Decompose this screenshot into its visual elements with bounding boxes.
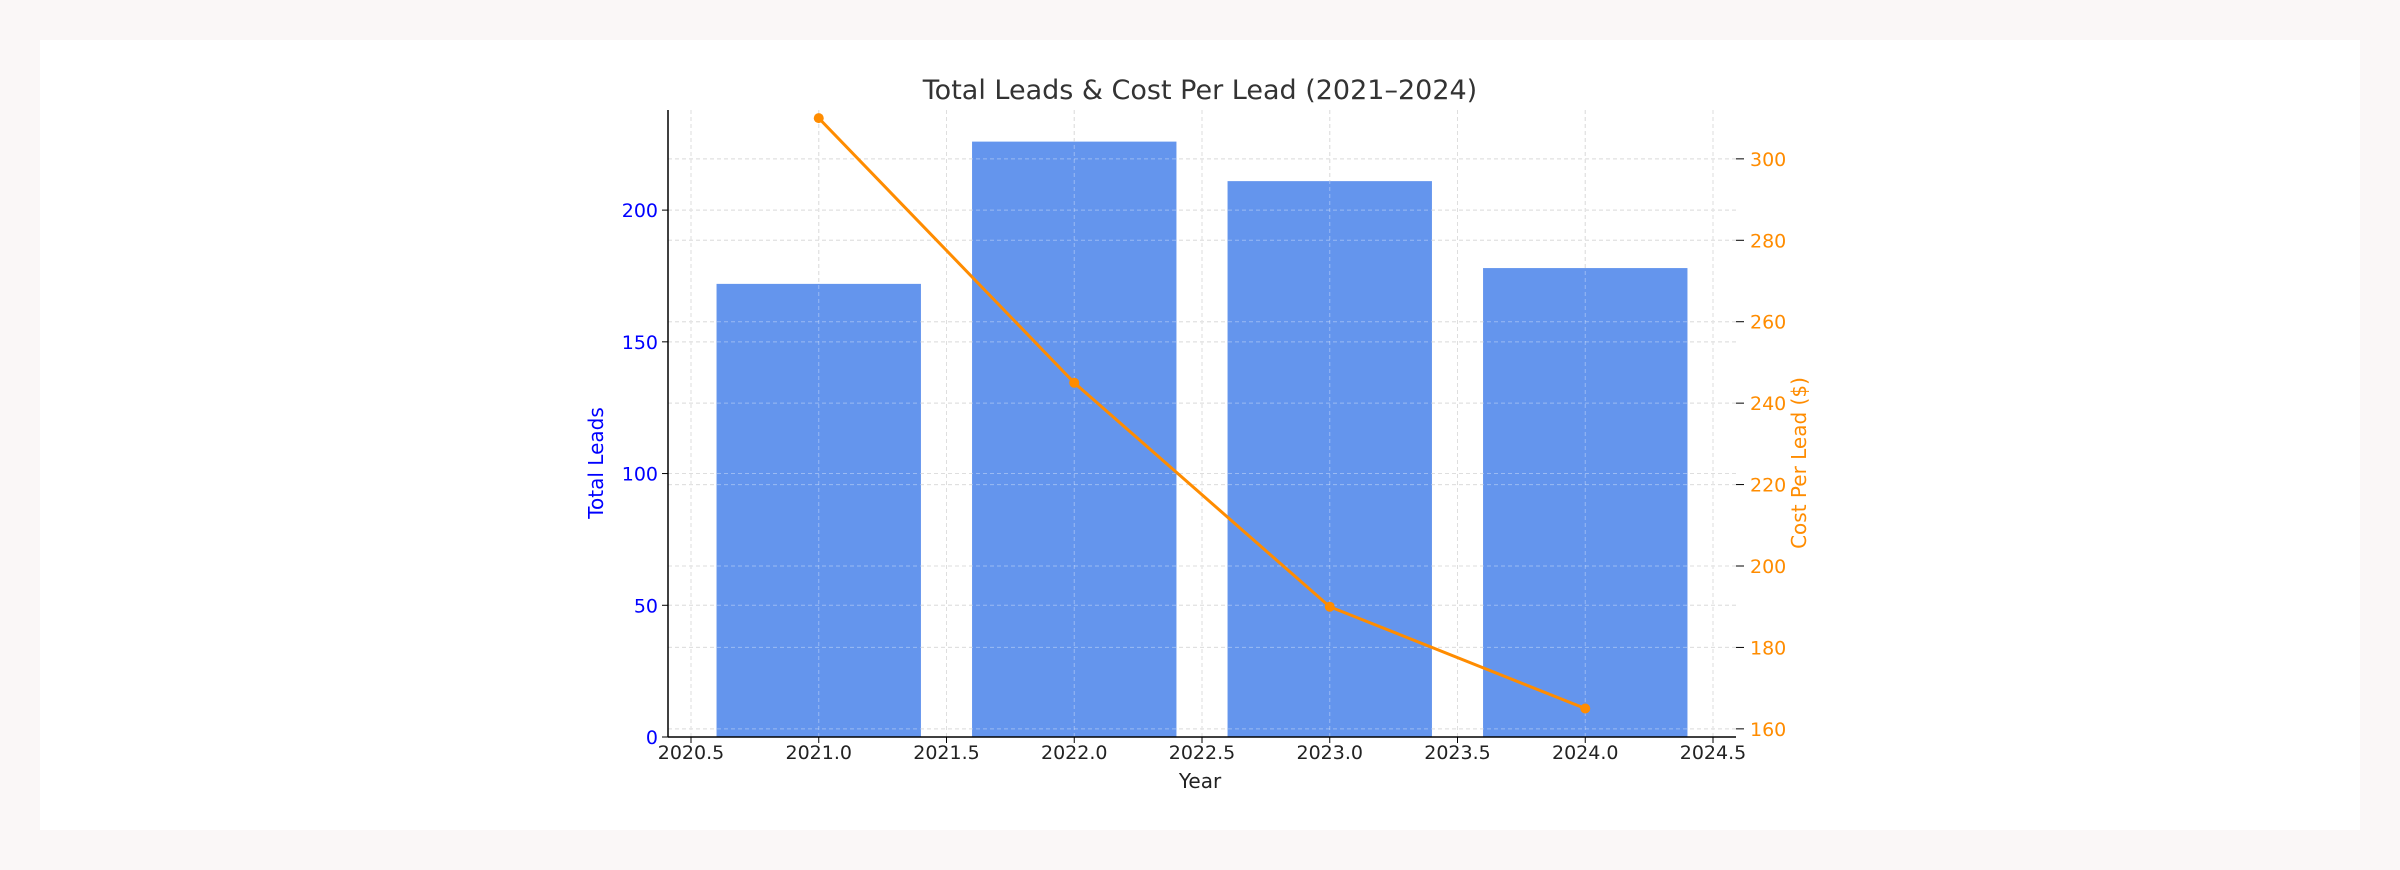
x-tick-label: 2024.0 — [1552, 742, 1618, 764]
bar-2022 — [972, 141, 1177, 737]
chart-card: 2020.5 2021.0 2021.5 2022.0 2022.5 2023.0 2023… — [40, 40, 2360, 830]
y2-tick-label: 180 — [1750, 637, 1786, 659]
y-tick-label: 0 — [646, 727, 658, 749]
cost-per-lead-line — [817, 117, 1586, 710]
y2-tick-label: 260 — [1750, 312, 1786, 334]
y2-tick-label: 300 — [1750, 149, 1786, 171]
bar-2024 — [1483, 268, 1688, 737]
axes: 2020.5 2021.0 2021.5 2022.0 2022.5 2023.0 2023… — [622, 110, 1786, 764]
y2-tick-label: 280 — [1750, 230, 1786, 252]
y2-tick-label: 240 — [1750, 393, 1786, 415]
cost-point-2024 — [1580, 703, 1591, 714]
y2-tick-label: 220 — [1750, 475, 1786, 497]
y-axis-label: Total Leads — [584, 407, 608, 520]
x-tick-label: 2020.5 — [658, 742, 724, 764]
cost-point-2023 — [1324, 601, 1335, 612]
x-axis-label: Year — [1178, 769, 1222, 793]
chart-svg: 2020.5 2021.0 2021.5 2022.0 2022.5 2023.0 2023… — [584, 75, 1811, 793]
cost-point-2021 — [813, 113, 824, 124]
x-tick-label: 2022.0 — [1041, 742, 1107, 764]
x-tick-label: 2023.0 — [1297, 742, 1363, 764]
x-tick-label: 2024.5 — [1680, 742, 1746, 764]
labels: Total Leads & Cost Per Lead (2021–2024) … — [584, 75, 1811, 793]
y-tick-label: 50 — [634, 595, 658, 617]
chart-title: Total Leads & Cost Per Lead (2021–2024) — [922, 75, 1477, 106]
bar-2023 — [1227, 181, 1432, 737]
bar-2021 — [716, 283, 921, 737]
cost-point-2022 — [1069, 377, 1080, 388]
y-tick-label: 100 — [622, 464, 658, 486]
line-series — [813, 113, 1591, 714]
bar-series — [668, 110, 1736, 738]
x-tick-label: 2021.0 — [786, 742, 852, 764]
x-tick-label: 2021.5 — [913, 742, 979, 764]
y-tick-label: 200 — [622, 200, 658, 222]
y2-axis-label: Cost Per Lead ($) — [1787, 377, 1811, 549]
x-tick-label: 2023.5 — [1424, 742, 1490, 764]
y2-tick-label: 160 — [1750, 719, 1786, 741]
x-tick-label: 2022.5 — [1169, 742, 1235, 764]
y-tick-label: 150 — [622, 332, 658, 354]
y2-tick-label: 200 — [1750, 556, 1786, 578]
